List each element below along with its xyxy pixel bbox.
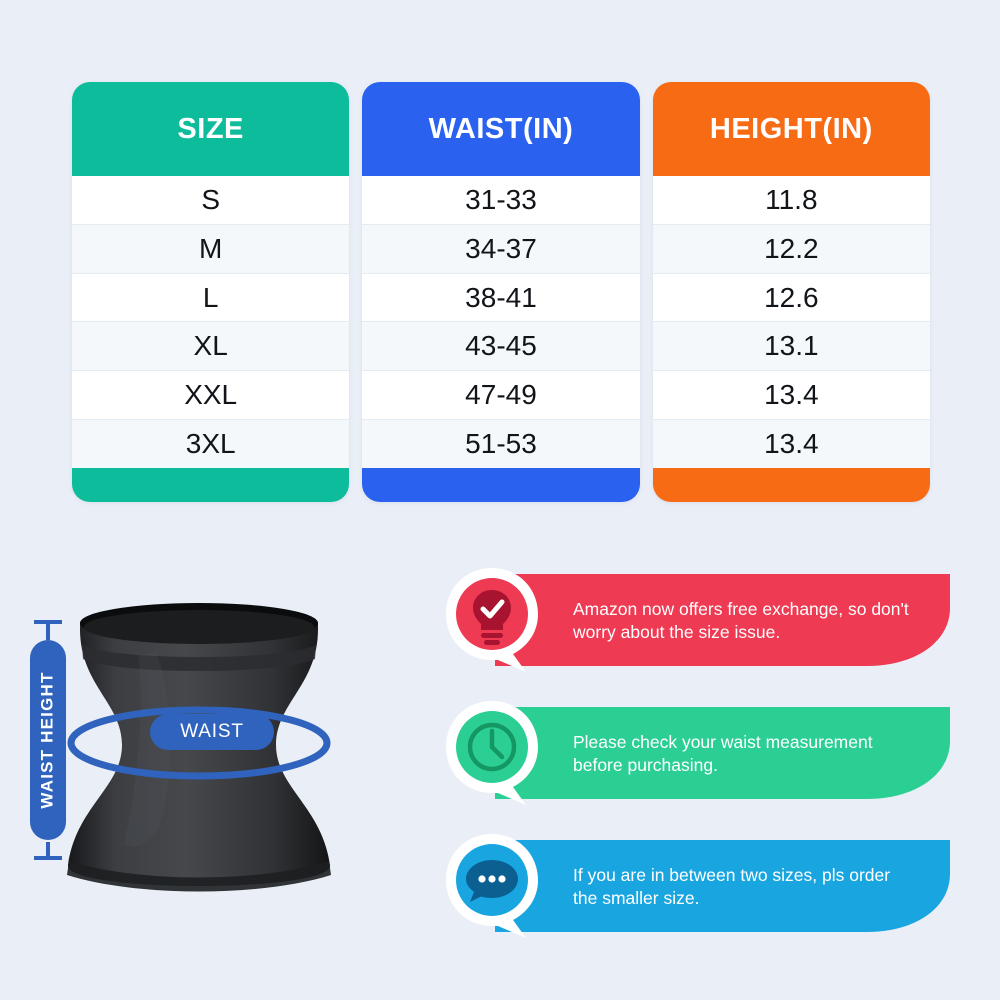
badge-clock-icon — [446, 701, 538, 805]
info-banner-list: Amazon now offers free exchange, so don'… — [440, 560, 985, 960]
waist-height-top-stem — [46, 622, 50, 640]
info-banner-exchange: Amazon now offers free exchange, so don'… — [440, 560, 985, 680]
column-footer-size — [72, 468, 350, 502]
clock-hands — [489, 728, 505, 760]
badge-lightbulb-check-icon — [446, 568, 538, 672]
chat-dot — [488, 875, 496, 883]
banner-text: Please check your waist measurement befo… — [573, 732, 873, 776]
waist-height-label: WAIST HEIGHT — [38, 671, 57, 809]
table-cell: 13.4 — [652, 371, 930, 421]
table-cell: XXL — [72, 371, 350, 421]
column-body-size: S M L XL XXL 3XL — [72, 176, 350, 468]
table-cell: L — [72, 273, 350, 323]
column-header-size: SIZE — [72, 82, 350, 176]
waist-measure-ring — [67, 706, 331, 780]
table-cell: S — [72, 176, 350, 225]
chat-dot — [478, 875, 486, 883]
banner-ribbon-shape — [495, 840, 950, 932]
lightbulb-base-2 — [484, 640, 500, 645]
waist-label: WAIST — [180, 721, 244, 742]
table-cell: 12.2 — [652, 224, 930, 274]
column-body-height: 11.8 12.2 12.6 13.1 13.4 13.4 — [652, 176, 930, 468]
column-body-waist: 31-33 34-37 38-41 43-45 47-49 51-53 — [362, 176, 640, 468]
table-cell: 13.1 — [652, 322, 930, 372]
waist-height-bottom-stem — [46, 842, 50, 860]
table-cell: 43-45 — [362, 322, 640, 372]
waist-height-indicator: WAIST HEIGHT — [30, 640, 66, 840]
product-illustration — [18, 575, 418, 975]
table-column-height: HEIGHT(IN) 11.8 12.2 12.6 13.1 13.4 13.4 — [652, 82, 930, 502]
banner-fill — [495, 840, 950, 932]
table-cell: 31-33 — [362, 176, 640, 225]
table-cell: XL — [72, 322, 350, 372]
waist-ring-ellipse — [67, 706, 331, 780]
lightbulb-base-1 — [481, 633, 503, 638]
banner-text: If you are in between two sizes, pls ord… — [573, 865, 891, 909]
banner-fill — [495, 574, 950, 666]
waist-height-top-tick — [34, 620, 62, 624]
banner-ribbon-shape — [495, 707, 950, 799]
waist-indicator: WAIST — [150, 714, 274, 750]
table-cell: 47-49 — [362, 371, 640, 421]
banner-fill — [495, 707, 950, 799]
table-column-size: SIZE S M L XL XXL 3XL — [72, 82, 350, 502]
belt-top-inner — [84, 610, 314, 644]
column-footer-height — [652, 468, 930, 502]
belt-top-seam — [82, 645, 316, 671]
belt-highlight — [124, 653, 171, 847]
table-cell: 12.6 — [652, 273, 930, 323]
table-cell: 3XL — [72, 420, 350, 468]
table-cell: M — [72, 224, 350, 274]
banner-ribbon-shape — [495, 574, 950, 666]
belt-bottom-hem — [67, 861, 331, 892]
badge-chat-bubble-icon — [446, 834, 538, 938]
table-cell: 11.8 — [652, 176, 930, 225]
table-cell: 34-37 — [362, 224, 640, 274]
size-chart-table: SIZE S M L XL XXL 3XL WAIST(IN) 31-33 34… — [72, 82, 930, 502]
banner-text: Amazon now offers free exchange, so don'… — [573, 599, 909, 643]
check-mark — [480, 599, 505, 619]
waist-height-bottom-tick — [34, 856, 62, 860]
column-footer-waist — [362, 468, 640, 502]
chat-dot — [498, 875, 506, 883]
table-cell: 13.4 — [652, 420, 930, 468]
info-banner-sizing: If you are in between two sizes, pls ord… — [440, 826, 985, 946]
table-cell: 38-41 — [362, 273, 640, 323]
info-banner-measure: Please check your waist measurement befo… — [440, 693, 985, 813]
clock-face — [467, 722, 517, 772]
column-header-height: HEIGHT(IN) — [652, 82, 930, 176]
table-column-waist: WAIST(IN) 31-33 34-37 38-41 43-45 47-49 … — [362, 82, 640, 502]
table-cell: 51-53 — [362, 420, 640, 468]
column-header-waist: WAIST(IN) — [362, 82, 640, 176]
